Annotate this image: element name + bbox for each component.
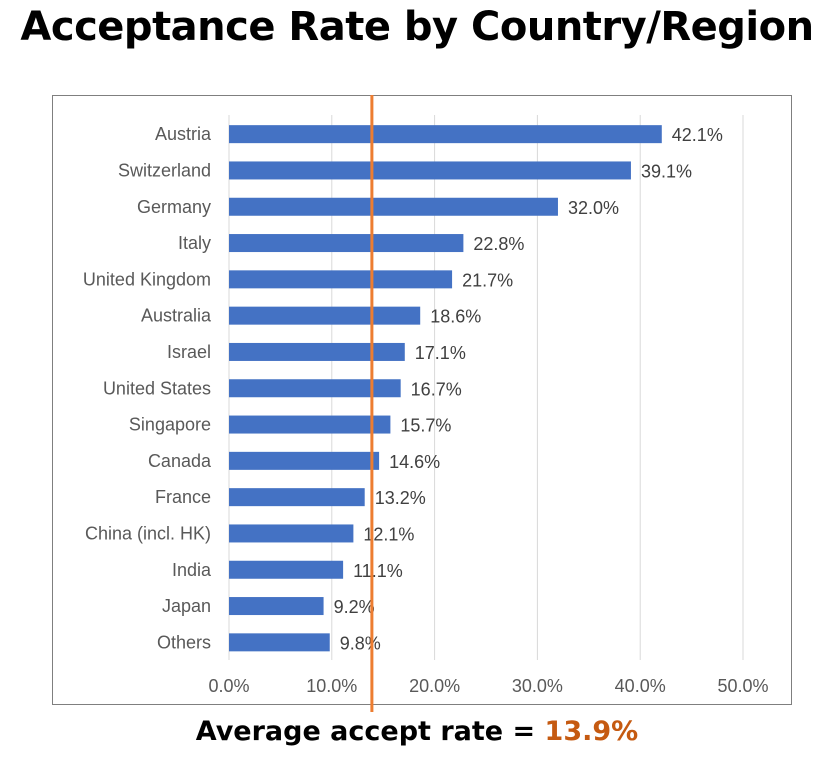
bars bbox=[229, 125, 662, 652]
bar bbox=[229, 597, 324, 616]
data-label: 13.2% bbox=[375, 488, 426, 508]
category-label: Germany bbox=[137, 197, 211, 217]
data-label: 21.7% bbox=[462, 270, 513, 290]
bar bbox=[229, 234, 464, 253]
x-tick-label: 30.0% bbox=[512, 676, 563, 696]
data-label: 32.0% bbox=[568, 198, 619, 218]
data-label: 12.1% bbox=[363, 524, 414, 544]
category-label: France bbox=[155, 487, 211, 507]
data-label: 22.8% bbox=[473, 234, 524, 254]
bar bbox=[229, 197, 558, 216]
data-label: 42.1% bbox=[672, 125, 723, 145]
category-label: China (incl. HK) bbox=[85, 523, 211, 543]
category-label: Japan bbox=[162, 596, 211, 616]
chart-title: Acceptance Rate by Country/Region bbox=[20, 4, 814, 50]
x-tick-label: 50.0% bbox=[717, 676, 768, 696]
bar bbox=[229, 125, 662, 144]
average-accept-rate-label: Average accept rate = bbox=[195, 716, 545, 747]
x-tick-label: 10.0% bbox=[306, 676, 357, 696]
data-label: 17.1% bbox=[415, 343, 466, 363]
data-label: 11.1% bbox=[353, 561, 403, 581]
category-label: United States bbox=[103, 378, 211, 398]
data-label: 18.6% bbox=[430, 307, 481, 327]
category-label: Canada bbox=[148, 451, 212, 471]
bar bbox=[229, 161, 631, 180]
bar bbox=[229, 524, 354, 543]
category-label: Australia bbox=[141, 306, 212, 326]
x-tick-label: 20.0% bbox=[409, 676, 460, 696]
average-accept-rate-value: 13.9% bbox=[544, 716, 639, 747]
category-label: Others bbox=[157, 632, 211, 652]
x-tick-label: 40.0% bbox=[615, 676, 666, 696]
bar bbox=[229, 379, 401, 398]
category-label: Italy bbox=[178, 233, 211, 253]
bar bbox=[229, 451, 380, 470]
data-label: 15.7% bbox=[400, 416, 451, 436]
data-label: 16.7% bbox=[411, 379, 462, 399]
bar bbox=[229, 270, 453, 289]
category-label: Israel bbox=[167, 342, 211, 362]
category-label: Austria bbox=[155, 124, 212, 144]
bar bbox=[229, 306, 421, 325]
category-labels: Austria Switzerland Germany Italy United Kin… bbox=[83, 124, 212, 652]
category-label: India bbox=[172, 560, 212, 580]
average-accept-rate: Average accept rate = 13.9% bbox=[0, 716, 834, 747]
data-label: 9.2% bbox=[334, 597, 375, 617]
bar bbox=[229, 560, 344, 579]
bar bbox=[229, 342, 405, 361]
bar bbox=[229, 488, 365, 507]
data-label: 14.6% bbox=[389, 452, 440, 472]
x-tick-label: 0.0% bbox=[208, 676, 249, 696]
data-label: 9.8% bbox=[340, 633, 381, 653]
data-label: 39.1% bbox=[641, 161, 692, 181]
category-label: Switzerland bbox=[118, 160, 211, 180]
x-axis-tick-labels: 0.0% 10.0% 20.0% 30.0% 40.0% 50.0% bbox=[208, 676, 768, 696]
bar bbox=[229, 633, 330, 652]
chart-frame bbox=[52, 95, 792, 705]
category-label: Singapore bbox=[129, 415, 211, 435]
category-label: United Kingdom bbox=[83, 269, 211, 289]
bar bbox=[229, 415, 391, 434]
